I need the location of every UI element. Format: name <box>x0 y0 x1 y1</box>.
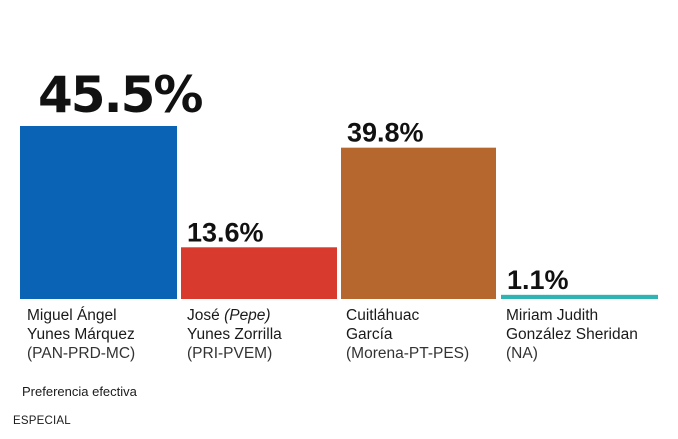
footnote: Preferencia efectiva <box>22 384 137 399</box>
candidate-name-line1: Miguel Ángel <box>27 307 117 324</box>
candidate-label-garcia: Cuitláhuac García (Morena-PT-PES) <box>346 306 506 363</box>
candidate-name-line2: González Sheridan <box>506 326 638 343</box>
bar-garcia <box>341 147 496 299</box>
candidate-name-line2: Yunes Zorrilla <box>187 326 282 343</box>
bar-chart: 45.5% 13.6% 39.8% 1.1% <box>20 66 658 299</box>
photo-credit: ESPECIAL <box>13 415 71 427</box>
candidate-coalition: (Morena-PT-PES) <box>346 345 470 362</box>
candidate-label-yunes-marquez: Miguel Ángel Yunes Márquez (PAN-PRD-MC) <box>27 306 187 363</box>
candidate-name-line1: Cuitláhuac <box>346 307 420 324</box>
value-label-gonzalez-sheridan: 1.1% <box>507 265 569 295</box>
value-label-garcia: 39.8% <box>347 118 424 148</box>
bar-gonzalez-sheridan <box>501 294 658 299</box>
candidate-name-line1: José (Pepe) <box>187 306 347 325</box>
candidate-label-gonzalez-sheridan: Miriam Judith González Sheridan (NA) <box>506 306 666 363</box>
bar-yunes-marquez <box>20 126 177 299</box>
candidate-coalition: (NA) <box>506 345 538 362</box>
candidate-name-line1: Miriam Judith <box>506 307 599 324</box>
candidate-nickname: (Pepe) <box>224 307 271 324</box>
candidate-name-line2: García <box>346 326 393 343</box>
value-label-yunes-marquez: 45.5% <box>38 66 202 124</box>
candidate-coalition: (PAN-PRD-MC) <box>27 345 136 362</box>
candidate-first-name: José <box>187 307 225 324</box>
candidate-label-yunes-zorrilla: José (Pepe) Yunes Zorrilla (PRI-PVEM) <box>187 306 347 363</box>
candidate-name-line2: Yunes Márquez <box>27 326 135 343</box>
candidate-coalition: (PRI-PVEM) <box>187 345 273 362</box>
bar-yunes-zorrilla <box>181 247 337 299</box>
value-label-yunes-zorrilla: 13.6% <box>187 217 264 247</box>
